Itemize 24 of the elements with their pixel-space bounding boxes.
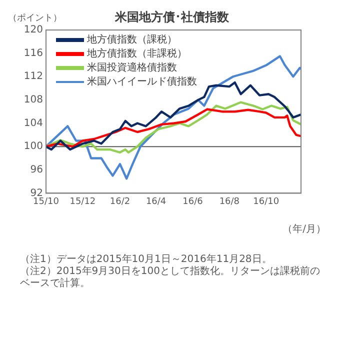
x-axis-title: （年/月） (282, 222, 326, 235)
y-tick-label: 104 (24, 118, 43, 129)
x-tick-label: 15/10 (33, 196, 60, 207)
y-tick-label: 108 (24, 94, 43, 106)
y-tick-label: 120 (24, 24, 43, 36)
y-tick-label: 116 (24, 48, 43, 59)
text: （注1）データは2015年10月1日～2016年11月28日。 (20, 254, 273, 266)
y-tick-label: 100 (24, 141, 43, 152)
x-tick-label: 16/10 (253, 196, 280, 207)
legend-label: 地方債指数（非課税） (86, 48, 187, 60)
y-tick-label: 112 (24, 71, 43, 82)
y-tick-label: 92 (30, 188, 43, 199)
text: （注2）2015年9月30日を100として指数化。リターンは課税前のベースで計算。 (20, 266, 320, 290)
chart-title: 米国地方債･社債指数 (114, 10, 230, 24)
x-tick-label: 16/8 (219, 196, 240, 207)
legend-label: 米国投資適格債指数 (87, 62, 177, 74)
legend-label: 米国ハイイールド債指数 (87, 76, 197, 88)
x-tick-label: 16/4 (146, 196, 166, 207)
legend-label: 地方債指数（課税） (86, 34, 177, 46)
y-axis-title: （ポイント） (8, 13, 62, 24)
y-tick-label: 96 (30, 164, 43, 176)
x-tick-label: 16/6 (182, 196, 204, 207)
x-tick-label: 16/2 (110, 196, 130, 207)
x-tick-label: 15/12 (70, 196, 96, 207)
